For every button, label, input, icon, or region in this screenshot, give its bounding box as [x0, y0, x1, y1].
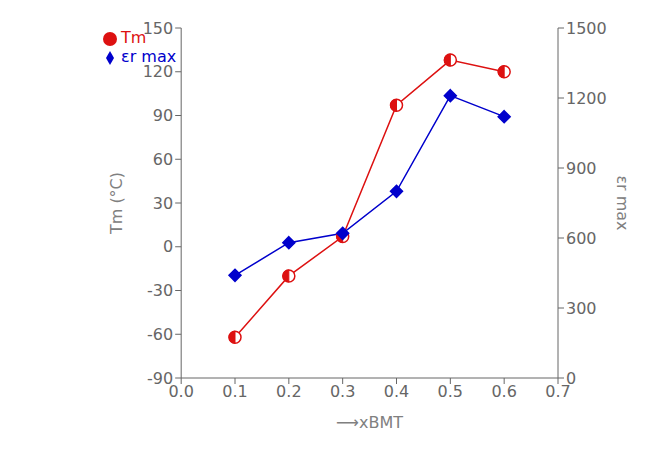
- svg-text:εr max: εr max: [613, 175, 632, 230]
- svg-text:1500: 1500: [566, 19, 607, 38]
- svg-text:0.5: 0.5: [438, 382, 463, 401]
- svg-text:150: 150: [143, 19, 174, 38]
- svg-text:60: 60: [153, 150, 173, 169]
- svg-text:600: 600: [566, 229, 597, 248]
- svg-text:0.3: 0.3: [330, 382, 355, 401]
- svg-text:0.2: 0.2: [276, 382, 301, 401]
- svg-text:0.6: 0.6: [491, 382, 516, 401]
- svg-text:120: 120: [143, 62, 174, 81]
- svg-text:0: 0: [566, 369, 576, 388]
- svg-text:300: 300: [566, 299, 597, 318]
- svg-text:⟶xBMT: ⟶xBMT: [336, 413, 403, 432]
- svg-text:30: 30: [153, 194, 173, 213]
- svg-text:0.0: 0.0: [168, 382, 194, 402]
- svg-text:0.1: 0.1: [222, 382, 247, 401]
- svg-text:1200: 1200: [566, 89, 607, 108]
- svg-text:-90: -90: [147, 369, 173, 388]
- svg-text:0: 0: [163, 237, 173, 256]
- svg-text:900: 900: [566, 159, 597, 178]
- svg-text:-30: -30: [147, 281, 173, 300]
- svg-text:Tm (°C): Tm (°C): [107, 172, 126, 235]
- svg-text:0.4: 0.4: [384, 382, 409, 401]
- svg-text:0.7: 0.7: [545, 382, 571, 402]
- svg-text:90: 90: [153, 106, 173, 125]
- html-text:εr max: εr max: [121, 47, 177, 66]
- svg-text:-60: -60: [147, 325, 173, 344]
- html-text:Tm: Tm: [121, 28, 147, 47]
